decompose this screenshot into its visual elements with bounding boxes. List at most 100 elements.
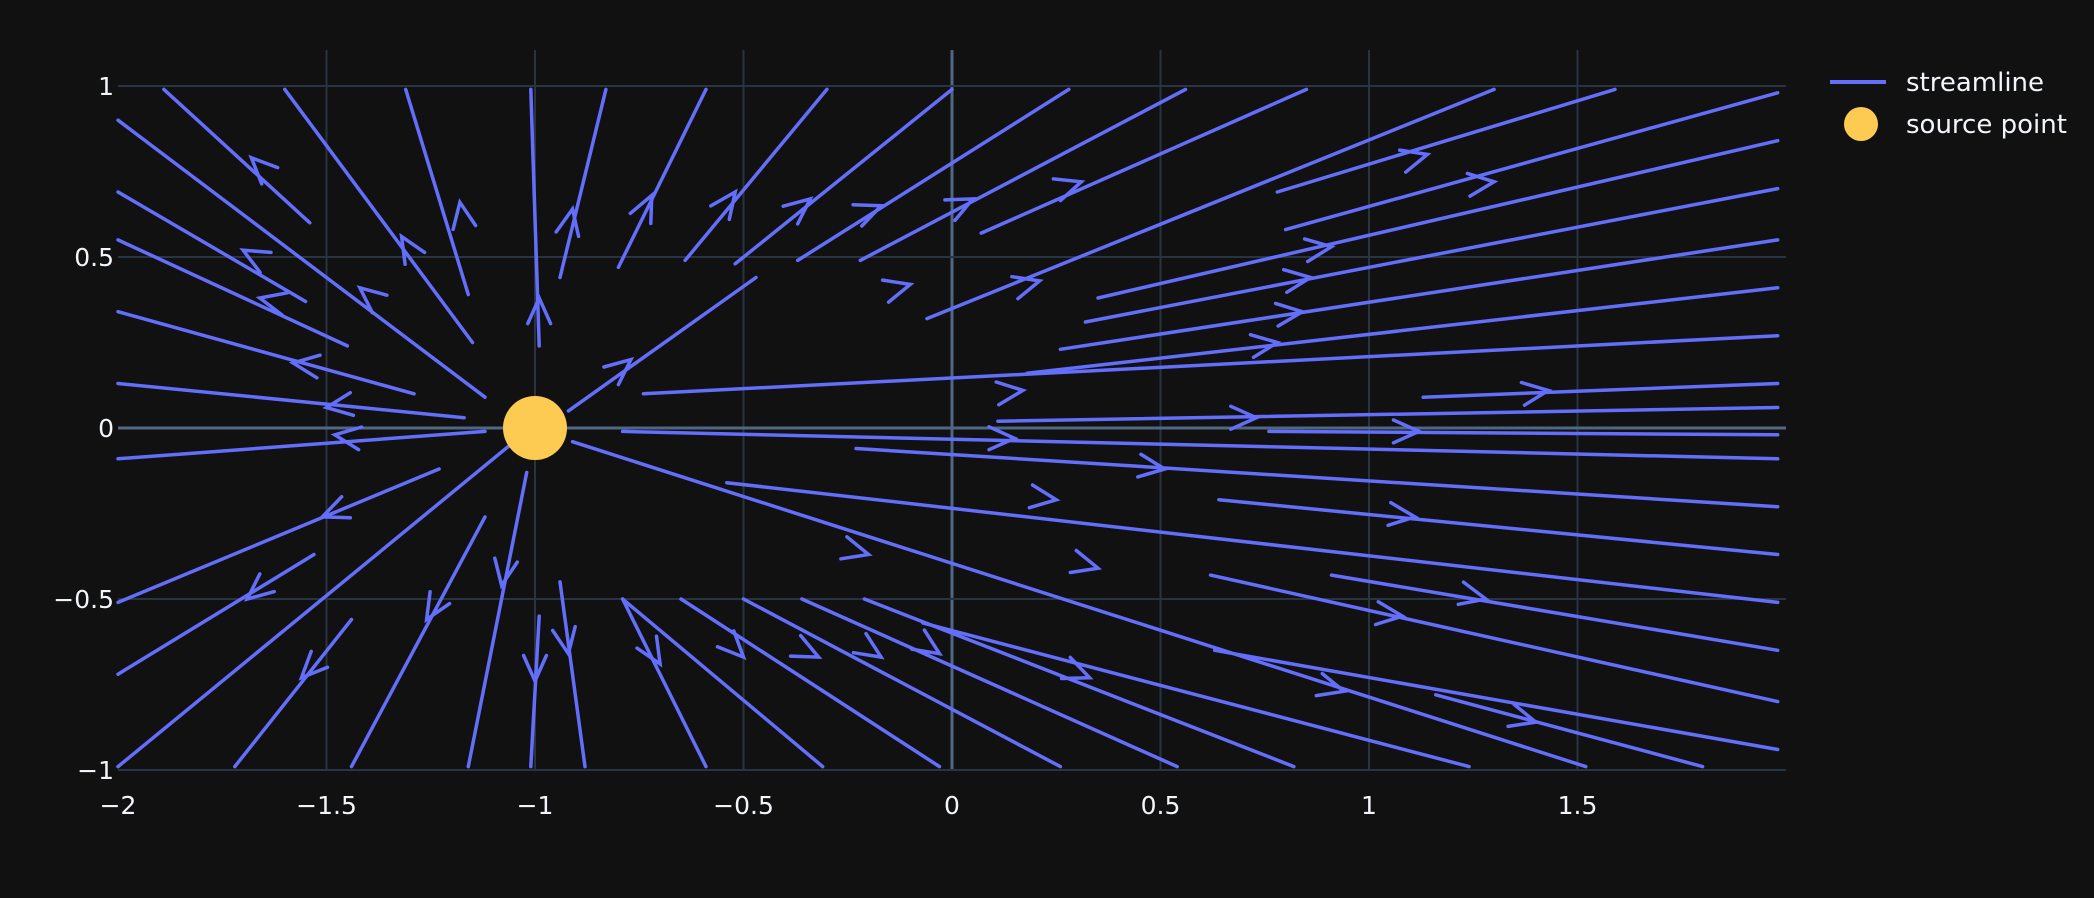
streamline-arrowhead [987, 425, 1019, 452]
streamline-arrowhead [628, 191, 654, 226]
legend-label-streamline: streamline [1906, 68, 2044, 98]
streamline [1208, 573, 1780, 704]
streamline [116, 467, 441, 605]
streamline [116, 381, 466, 420]
streamline [403, 87, 471, 297]
streamline-arrowhead [550, 624, 577, 658]
streamline-arrowhead [943, 197, 977, 223]
streamline [616, 87, 708, 270]
streamline [858, 87, 1188, 263]
y-axis-ticks: −1 −0.5 0 0.5 1 [53, 72, 114, 785]
streamline [921, 621, 1471, 769]
x-tick-label: 1.5 [1558, 791, 1598, 820]
streamline [1433, 693, 1705, 769]
streamline-arrowhead [1229, 404, 1261, 431]
x-tick-label: −1.5 [296, 791, 357, 820]
streamline-arrowhead [554, 204, 581, 239]
x-axis-ticks: −2 −1.5 −1 −0.5 0 0.5 1 1.5 [100, 791, 1598, 820]
x-tick-label: −2 [100, 791, 137, 820]
x-tick-label: 1 [1361, 791, 1377, 820]
grid-layer [118, 50, 1786, 771]
streamline [283, 87, 475, 345]
streamline [925, 87, 1496, 321]
streamline [620, 597, 825, 769]
streamline-arrowhead [1068, 548, 1103, 575]
streamline [116, 118, 487, 399]
streamline-arrowhead [1051, 177, 1086, 203]
y-tick-label: 1 [98, 72, 114, 101]
x-tick-label: −0.5 [713, 791, 774, 820]
streamline [800, 597, 1179, 769]
streamline [116, 309, 416, 396]
streamline-arrowhead [910, 628, 944, 657]
streamline-arrowhead [1302, 237, 1336, 264]
y-tick-label: −1 [77, 756, 114, 785]
streamline-arrowhead [248, 154, 280, 186]
y-tick-label: 0.5 [74, 243, 114, 272]
streamline [566, 275, 758, 413]
streamline-arrowhead [288, 353, 322, 380]
streamline [233, 617, 354, 769]
streamline-arrowhead [399, 232, 427, 267]
streamline-arrowhead [318, 494, 353, 520]
streamline-layer [116, 87, 1780, 769]
streamline [466, 470, 529, 769]
streamline [741, 597, 1063, 769]
streamline-arrowhead [1027, 483, 1061, 510]
streamline-arrowhead [356, 285, 389, 315]
streamline-arrowhead [1465, 171, 1499, 198]
streamline-arrowhead [715, 629, 747, 661]
streamline [1283, 91, 1780, 232]
x-tick-label: 0.5 [1141, 791, 1181, 820]
streamline [1267, 429, 1780, 437]
streamline-arrowhead [635, 634, 663, 668]
streamline-arrowhead [1281, 267, 1315, 295]
streamline [116, 238, 350, 348]
streamline-arrowhead [1519, 380, 1553, 407]
streamline-arrowhead [851, 203, 886, 228]
streamline [529, 614, 541, 769]
streamline [679, 597, 942, 769]
streamline [558, 87, 608, 280]
streamline [1329, 573, 1780, 653]
streamline-arrowhead [330, 425, 364, 452]
streamline [162, 87, 312, 225]
streamline-arrowhead [1506, 702, 1540, 729]
streamline-arrowhead [851, 631, 885, 660]
streamline [1025, 286, 1780, 376]
streamline-arrowhead [255, 291, 290, 317]
streamline-arrowhead [994, 380, 1028, 407]
y-tick-label: 0 [98, 414, 114, 443]
x-tick-label: −1 [517, 791, 554, 820]
streamline-arrowhead [1373, 600, 1407, 627]
streamline [1083, 186, 1780, 324]
streamline-arrowhead [451, 198, 478, 232]
streamline-arrowhead [1248, 332, 1282, 360]
streamline [116, 190, 308, 304]
streamline-arrowhead [880, 278, 915, 304]
source-point-marker [503, 396, 567, 460]
streamline [862, 597, 1296, 769]
streamline [683, 87, 829, 263]
streamline-arrowhead [1386, 500, 1420, 528]
streamline [570, 439, 1588, 769]
streamline-arrowhead [839, 535, 873, 561]
streamline [854, 446, 1780, 509]
streamline-arrowhead [602, 356, 635, 387]
source-layer [503, 396, 567, 460]
streamline [116, 429, 487, 461]
streamline-arrowhead [493, 556, 520, 590]
legend: streamline source point [1830, 68, 2067, 141]
streamline-arrowhead [1314, 671, 1349, 698]
y-tick-label: −0.5 [53, 585, 114, 614]
streamline [116, 443, 512, 769]
x-tick-label: 0 [944, 791, 960, 820]
legend-label-source-point: source point [1906, 110, 2067, 140]
streamline [620, 429, 1780, 461]
streamline-arrowhead [1010, 274, 1044, 301]
streamline-arrowhead [298, 649, 330, 681]
streamline-arrowhead [322, 390, 356, 418]
streamline-arrowhead [1136, 452, 1169, 479]
